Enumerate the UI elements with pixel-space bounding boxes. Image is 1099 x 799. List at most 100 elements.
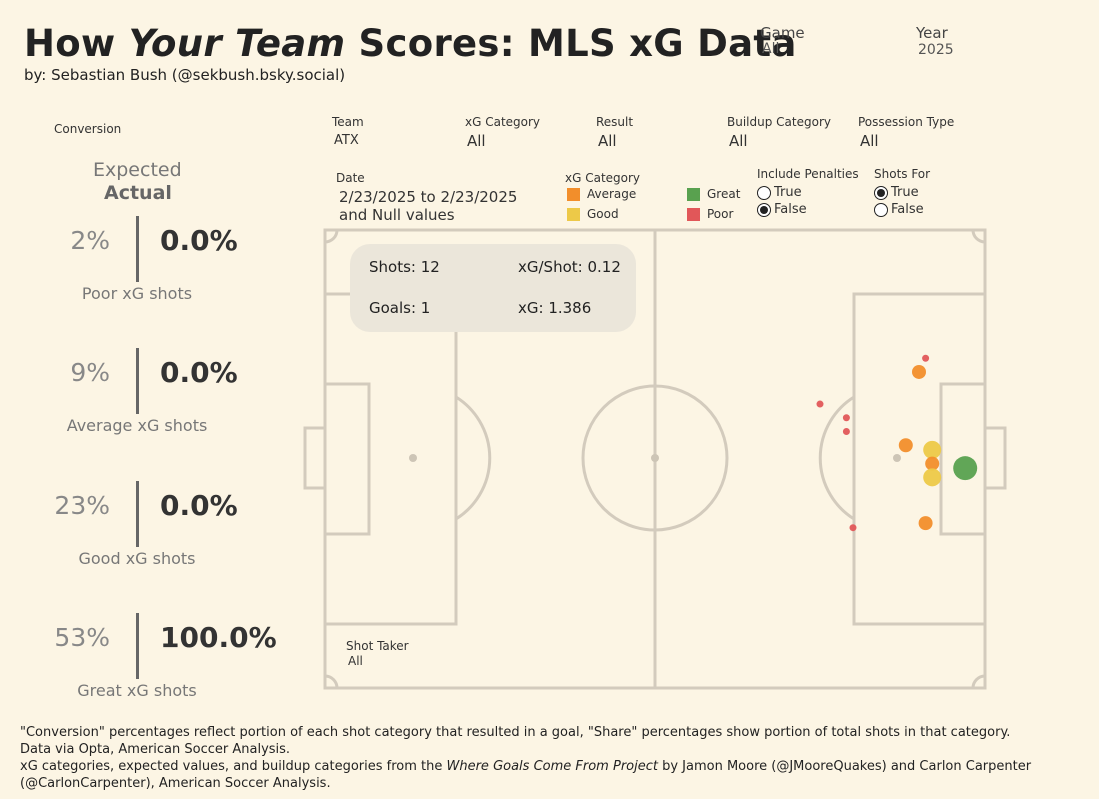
xg-category-filter-value[interactable]: All (467, 132, 486, 150)
corner-arc (971, 229, 986, 244)
stat-actual: 0.0% (160, 489, 238, 522)
legend-swatch-great (687, 187, 700, 201)
buildup-filter-label: Buildup Category (727, 115, 831, 129)
legend-swatch-good (567, 207, 580, 221)
footer-line-3b: by Jamon Moore (@JMooreQuakes) and Carlo… (20, 759, 1032, 791)
legend-item-poor[interactable]: Poor (687, 207, 733, 221)
shot-marker-average[interactable] (925, 456, 940, 471)
stat-divider (136, 216, 139, 282)
legend-item-good[interactable]: Good (567, 207, 619, 221)
shot-marker-good[interactable] (923, 468, 942, 487)
corner-arc (971, 674, 986, 689)
legend-swatch-poor (687, 207, 700, 221)
team-filter-label: Team (332, 115, 364, 129)
xg-legend-title: xG Category (565, 171, 641, 185)
shot-marker-poor[interactable] (922, 354, 930, 362)
stat-category: Good xG shots (78, 549, 196, 568)
stat-divider (136, 481, 139, 547)
shot-marker-average[interactable] (912, 364, 926, 379)
stat-actual: 0.0% (160, 356, 238, 389)
shot-marker-average[interactable] (918, 516, 933, 531)
year-filter-value[interactable]: 2025 (918, 42, 954, 58)
possession-filter-value[interactable]: All (860, 132, 879, 150)
footer-notes: "Conversion" percentages reflect portion… (20, 724, 1080, 792)
stat-divider (136, 348, 139, 414)
summary-shots: Shots: 12 (369, 258, 440, 276)
radio-label: True (774, 185, 802, 200)
result-filter-value[interactable]: All (598, 132, 617, 150)
stat-good: 23% 0.0% Good xG shots (0, 481, 280, 601)
legend-label: Average (587, 187, 637, 201)
legend-label: Poor (707, 207, 734, 221)
stat-expected: 23% (54, 491, 110, 520)
shots-for-filter-label: Shots For (874, 167, 931, 181)
stat-great: 53% 100.0% Great xG shots (0, 613, 280, 733)
title-text-2: Scores: MLS xG Data (345, 22, 797, 65)
footer-line-3a: xG categories, expected values, and buil… (20, 759, 447, 774)
stat-divider (136, 613, 139, 679)
shot-taker-filter-value[interactable]: All (348, 654, 363, 668)
footer-line-2: Data via Opta, American Soccer Analysis. (20, 742, 291, 757)
summary-xg-per-shot: xG/Shot: 0.12 (518, 258, 621, 276)
possession-filter-label: Possession Type (858, 115, 955, 129)
soccer-pitch (303, 228, 1007, 690)
left-penalty-spot (409, 454, 417, 462)
buildup-filter-value[interactable]: All (729, 132, 748, 150)
xg-category-filter-label: xG Category (465, 115, 541, 129)
penalties-option-false[interactable]: False (757, 202, 807, 217)
shot-marker-great[interactable] (953, 456, 978, 481)
date-filter-label: Date (336, 171, 365, 185)
stat-poor: 2% 0.0% Poor xG shots (0, 216, 280, 336)
right-penalty-spot (893, 454, 901, 462)
shot-marker-average[interactable] (898, 438, 913, 453)
penalties-filter-label: Include Penalties (757, 167, 859, 181)
game-filter-value[interactable]: All (762, 41, 780, 57)
stat-average: 9% 0.0% Average xG shots (0, 348, 280, 468)
radio-label: False (891, 202, 924, 217)
legend-item-average[interactable]: Average (567, 187, 636, 201)
shots-for-option-true[interactable]: True (874, 185, 919, 200)
conversion-label: Conversion (54, 122, 122, 136)
corner-arc (324, 674, 339, 689)
shot-marker-poor[interactable] (849, 524, 857, 532)
stat-expected: 53% (54, 623, 110, 652)
team-filter-value[interactable]: ATX (334, 133, 359, 148)
title-text-1: How (24, 22, 129, 65)
corner-arc (324, 229, 339, 244)
shot-marker-poor[interactable] (816, 400, 824, 408)
stat-actual: 100.0% (160, 621, 277, 654)
date-filter-value-1[interactable]: 2/23/2025 to 2/23/2025 (339, 188, 518, 206)
radio-unchecked-icon[interactable] (757, 185, 771, 200)
shot-taker-filter-label: Shot Taker (346, 639, 409, 653)
left-goal (303, 426, 327, 490)
year-filter-label: Year (916, 24, 948, 42)
title-text-italic: Your Team (128, 22, 346, 65)
shot-marker-poor[interactable] (842, 414, 850, 422)
center-spot (651, 454, 659, 462)
radio-label: True (891, 185, 919, 200)
stat-category: Average xG shots (66, 416, 208, 435)
left-penalty-arc (455, 395, 492, 521)
shot-marker-poor[interactable] (842, 428, 850, 436)
stat-expected: 9% (70, 358, 110, 387)
summary-box: Shots: 12 xG/Shot: 0.12 Goals: 1 xG: 1.3… (350, 244, 636, 332)
legend-item-great[interactable]: Great (687, 187, 740, 201)
right-penalty-arc (818, 395, 855, 521)
radio-checked-icon[interactable] (757, 202, 771, 217)
legend-label: Good (587, 207, 619, 221)
date-filter-value-2[interactable]: and Null values (339, 206, 455, 224)
left-penalty-box (323, 292, 458, 626)
shot-marker-good[interactable] (923, 440, 942, 459)
penalties-option-true[interactable]: True (757, 185, 802, 200)
left-six-yard-box (323, 382, 371, 536)
stat-category: Poor xG shots (81, 284, 193, 303)
legend-expected: Expected (93, 159, 182, 181)
radio-unchecked-icon[interactable] (874, 202, 888, 217)
shots-for-option-false[interactable]: False (874, 202, 924, 217)
footer-line-3-italic: Where Goals Come From Project (446, 759, 658, 774)
radio-checked-icon[interactable] (874, 185, 888, 200)
result-filter-label: Result (596, 115, 634, 129)
byline: by: Sebastian Bush (@sekbush.bsky.social… (24, 66, 346, 84)
game-filter-label: Game (760, 24, 805, 42)
summary-goals: Goals: 1 (369, 299, 431, 317)
